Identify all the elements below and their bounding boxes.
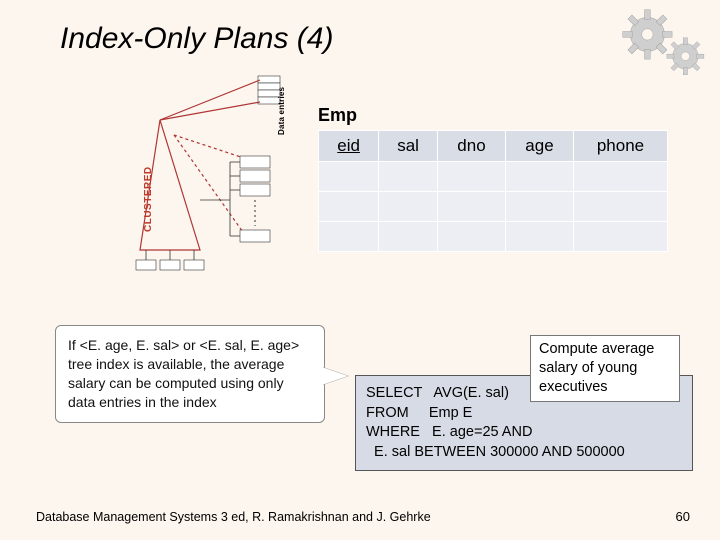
table-name-label: Emp <box>318 105 357 126</box>
table-cell <box>573 162 667 192</box>
table-cell <box>319 192 379 222</box>
table-cell <box>319 162 379 192</box>
table-cell <box>379 222 438 252</box>
slide-number: 60 <box>676 509 690 524</box>
callout-text: If <E. age, E. sal> or <E. sal, E. age> … <box>68 337 299 410</box>
compute-note: Compute average salary of young executiv… <box>530 335 680 402</box>
column-header-phone: phone <box>573 131 667 162</box>
table-cell <box>379 162 438 192</box>
table-cell <box>573 222 667 252</box>
table-row <box>319 222 668 252</box>
column-header-eid: eid <box>319 131 379 162</box>
table-cell <box>438 192 506 222</box>
gears-icon <box>617 4 712 84</box>
callout-tail <box>322 367 348 385</box>
column-header-age: age <box>505 131 573 162</box>
footer-citation: Database Management Systems 3 ed, R. Ram… <box>36 510 431 524</box>
index-callout: If <E. age, E. sal> or <E. sal, E. age> … <box>55 325 325 423</box>
data-entries-label: Data entries <box>277 87 286 135</box>
table-cell <box>379 192 438 222</box>
table-cell <box>438 222 506 252</box>
index-tree-diagram <box>130 70 290 290</box>
table-row <box>319 162 668 192</box>
emp-table: eidsaldnoagephone <box>318 130 668 252</box>
slide-title: Index-Only Plans (4) <box>60 22 333 56</box>
column-header-sal: sal <box>379 131 438 162</box>
table-cell <box>505 222 573 252</box>
table-row <box>319 192 668 222</box>
clustered-label: CLUSTERED <box>143 166 154 232</box>
table-cell <box>505 192 573 222</box>
table-cell <box>319 222 379 252</box>
column-header-dno: dno <box>438 131 506 162</box>
table-cell <box>573 192 667 222</box>
table-cell <box>438 162 506 192</box>
table-cell <box>505 162 573 192</box>
